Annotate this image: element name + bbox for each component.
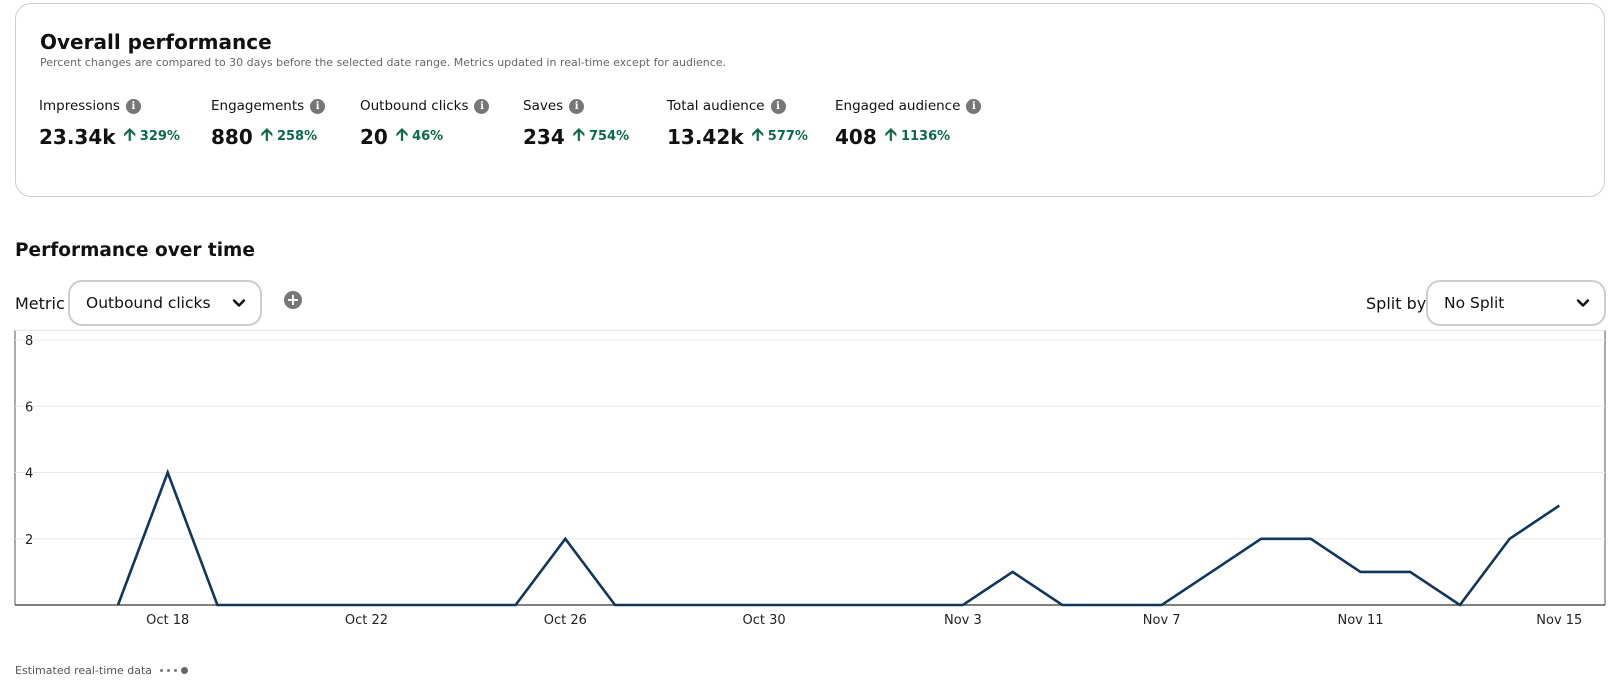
y-tick-label: 6 bbox=[25, 400, 33, 415]
metric-label: Saves bbox=[523, 98, 564, 114]
metric-engaged-audience: Engaged audience i 408 🡩 1136% bbox=[835, 98, 982, 151]
estimated-realtime-legend: Estimated real-time data bbox=[15, 664, 192, 677]
info-icon[interactable]: i bbox=[474, 98, 490, 114]
plus-circle-icon[interactable]: + bbox=[284, 291, 302, 309]
metric-label: Engagements bbox=[211, 98, 305, 114]
metric-label: Total audience bbox=[667, 98, 765, 114]
metric-select[interactable]: Outbound clicks bbox=[68, 280, 262, 326]
split-by-value: No Split bbox=[1444, 294, 1505, 312]
metric-change: 🡩 1136% bbox=[885, 122, 950, 151]
performance-line-chart: 2 4 6 8 Oct 18 Oct 22 Oct 26 Oct 30 Nov 3 Nov 7 No… bbox=[14, 330, 1606, 628]
split-by-label: Split by bbox=[1366, 294, 1427, 313]
metric-change: 🡩 754% bbox=[573, 122, 629, 151]
x-tick-label: Oct 30 bbox=[743, 613, 786, 628]
info-icon[interactable]: i bbox=[125, 98, 141, 114]
performance-over-time-title: Performance over time bbox=[15, 240, 255, 261]
x-tick-label: Nov 7 bbox=[1143, 613, 1181, 628]
metric-change: 🡩 329% bbox=[124, 122, 180, 151]
metric-select-label: Metric bbox=[15, 294, 65, 313]
metric-total-audience: Total audience i 13.42k 🡩 577% bbox=[667, 98, 808, 151]
metric-outbound-clicks: Outbound clicks i 20 🡩 46% bbox=[360, 98, 490, 151]
metric-value: 234 bbox=[523, 124, 565, 149]
x-tick-label: Oct 18 bbox=[146, 613, 189, 628]
overall-performance-card: Overall performance Percent changes are … bbox=[15, 3, 1605, 197]
metric-label: Outbound clicks bbox=[360, 98, 469, 114]
metric-impressions: Impressions i 23.34k 🡩 329% bbox=[39, 98, 180, 151]
info-icon[interactable]: i bbox=[310, 98, 326, 114]
x-tick-label: Oct 26 bbox=[544, 613, 587, 628]
x-tick-label: Nov 3 bbox=[944, 613, 982, 628]
y-tick-label: 2 bbox=[25, 533, 33, 548]
metric-value: 13.42k bbox=[667, 124, 744, 149]
footer-label: Estimated real-time data bbox=[15, 664, 153, 677]
info-icon[interactable]: i bbox=[770, 98, 786, 114]
x-tick-label: Nov 15 bbox=[1536, 613, 1582, 628]
arrow-up-icon: 🡩 bbox=[260, 125, 273, 145]
metric-label: Engaged audience bbox=[835, 98, 961, 114]
metric-engagements: Engagements i 880 🡩 258% bbox=[211, 98, 326, 151]
info-icon[interactable]: i bbox=[966, 98, 982, 114]
arrow-up-icon: 🡩 bbox=[123, 125, 136, 145]
chevron-down-icon bbox=[232, 299, 246, 307]
x-tick-label: Nov 11 bbox=[1337, 613, 1383, 628]
arrow-up-icon: 🡩 bbox=[751, 125, 764, 145]
arrow-up-icon: 🡩 bbox=[884, 125, 897, 145]
metric-value: 20 bbox=[360, 124, 388, 149]
arrow-up-icon: 🡩 bbox=[572, 125, 585, 145]
y-tick-label: 8 bbox=[25, 334, 33, 349]
info-icon[interactable]: i bbox=[569, 98, 585, 114]
metric-label: Impressions bbox=[39, 98, 120, 114]
metric-select-value: Outbound clicks bbox=[86, 294, 211, 312]
metric-change: 🡩 46% bbox=[396, 122, 443, 151]
metric-value: 408 bbox=[835, 124, 877, 149]
metric-change: 🡩 577% bbox=[752, 122, 808, 151]
outbound-clicks-series-line bbox=[116, 468, 1561, 607]
chevron-down-icon bbox=[1576, 299, 1590, 307]
split-by-select[interactable]: No Split bbox=[1426, 280, 1606, 326]
metric-change: 🡩 258% bbox=[261, 122, 317, 151]
arrow-up-icon: 🡩 bbox=[395, 125, 409, 145]
y-tick-label: 4 bbox=[25, 467, 33, 482]
overall-performance-subtitle: Percent changes are compared to 30 days … bbox=[40, 56, 727, 69]
metric-value: 23.34k bbox=[39, 124, 116, 149]
metric-value: 880 bbox=[211, 124, 253, 149]
realtime-dots-icon bbox=[160, 667, 192, 674]
metric-saves: Saves i 234 🡩 754% bbox=[523, 98, 629, 151]
x-tick-label: Oct 22 bbox=[345, 613, 388, 628]
overall-performance-title: Overall performance bbox=[40, 30, 272, 54]
